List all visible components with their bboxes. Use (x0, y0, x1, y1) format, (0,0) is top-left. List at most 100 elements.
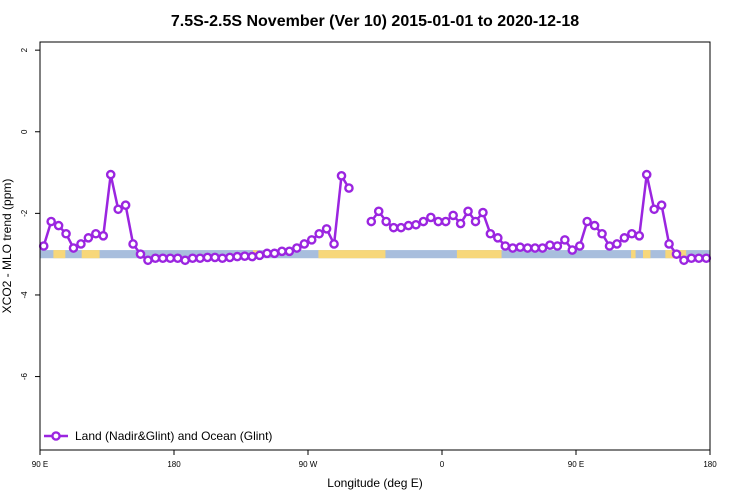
legend-marker (51, 431, 61, 441)
data-point (418, 216, 429, 227)
data-point (165, 253, 176, 264)
data-point (507, 243, 518, 253)
data-point (366, 216, 377, 227)
data-point (545, 240, 555, 250)
data-point (470, 216, 481, 227)
x-tick-label: 180 (167, 460, 181, 469)
data-point (381, 216, 391, 227)
y-tick-label: -2 (20, 209, 29, 217)
land-segment (81, 250, 100, 259)
data-point (649, 204, 659, 215)
y-axis-label: XCO2 - MLO trend (ppm) (0, 179, 14, 314)
chart-title: 7.5S-2.5S November (Ver 10) 2015-01-01 t… (171, 13, 579, 30)
data-point (202, 252, 213, 263)
data-point (388, 222, 399, 233)
data-point (634, 230, 645, 241)
data-point (98, 230, 109, 241)
data-point (61, 228, 71, 239)
data-point (671, 249, 682, 259)
data-point (574, 241, 585, 251)
data-point (403, 220, 414, 231)
plot-series (38, 169, 712, 266)
data-point (68, 243, 79, 253)
data-point (679, 255, 689, 266)
data-point (515, 242, 525, 253)
data-point (232, 251, 243, 262)
data-point (426, 212, 436, 223)
data-point (91, 228, 101, 239)
y-tick-label: 2 (20, 47, 29, 52)
data-point (239, 251, 250, 262)
data-point (344, 183, 354, 193)
y-tick-label: 0 (20, 129, 29, 134)
data-point (269, 248, 280, 259)
land-segment (53, 250, 66, 259)
data-point (143, 255, 153, 266)
x-axis-label: Longitude (deg E) (327, 476, 422, 490)
data-point (135, 249, 146, 259)
data-point (567, 245, 578, 255)
data-point (254, 250, 265, 261)
data-point (187, 253, 198, 264)
data-point (582, 216, 592, 227)
data-point (180, 255, 190, 266)
data-point (128, 239, 138, 249)
land-segment (456, 250, 502, 259)
data-point (373, 206, 384, 217)
data-point (478, 207, 488, 218)
data-point (336, 171, 347, 181)
data-point (664, 239, 674, 249)
data-point (604, 241, 615, 251)
data-point (225, 252, 235, 263)
data-point (195, 253, 205, 264)
x-tick-label: 90 E (32, 460, 48, 469)
data-point (612, 239, 622, 249)
x-tick-label: 90 W (299, 460, 318, 469)
x-tick-label: 180 (703, 460, 717, 469)
data-point (120, 200, 131, 210)
data-point (597, 228, 607, 239)
data-point (217, 253, 228, 264)
data-point (314, 228, 324, 239)
data-point (277, 246, 287, 257)
data-point (76, 239, 86, 249)
data-point (306, 235, 317, 245)
data-point (641, 169, 652, 180)
data-point (284, 246, 295, 257)
data-point (656, 200, 667, 210)
data-point (411, 219, 421, 230)
data-point (53, 220, 64, 231)
data-point (105, 169, 116, 180)
data-point (321, 224, 332, 234)
legend: Land (Nadir&Glint) and Ocean (Glint) (44, 429, 272, 443)
data-point (686, 253, 697, 264)
data-point (619, 233, 630, 243)
data-point (210, 252, 220, 263)
data-point (262, 248, 272, 259)
data-point (172, 253, 183, 264)
data-point (247, 251, 257, 262)
data-point (433, 216, 444, 227)
data-point (694, 253, 704, 264)
data-point (552, 241, 563, 251)
data-point (463, 206, 473, 217)
x-axis: 90 E 180 90 W 0 90 E 180 (32, 450, 717, 469)
data-point (500, 241, 511, 251)
data-point (46, 216, 56, 227)
data-point (329, 239, 339, 249)
data-point (589, 220, 600, 231)
data-point (560, 235, 570, 245)
data-point (493, 233, 503, 243)
data-point (38, 241, 49, 251)
data-point (627, 228, 637, 239)
y-axis: 2 0 -2 -4 -6 (20, 47, 40, 380)
plot-frame (39, 41, 711, 451)
data-point (158, 253, 168, 264)
land-segment (643, 250, 651, 259)
data-point (701, 253, 712, 264)
x-tick-label: 90 E (568, 460, 584, 469)
land-segment (631, 250, 636, 259)
data-point (522, 243, 533, 253)
data-point (113, 204, 123, 215)
